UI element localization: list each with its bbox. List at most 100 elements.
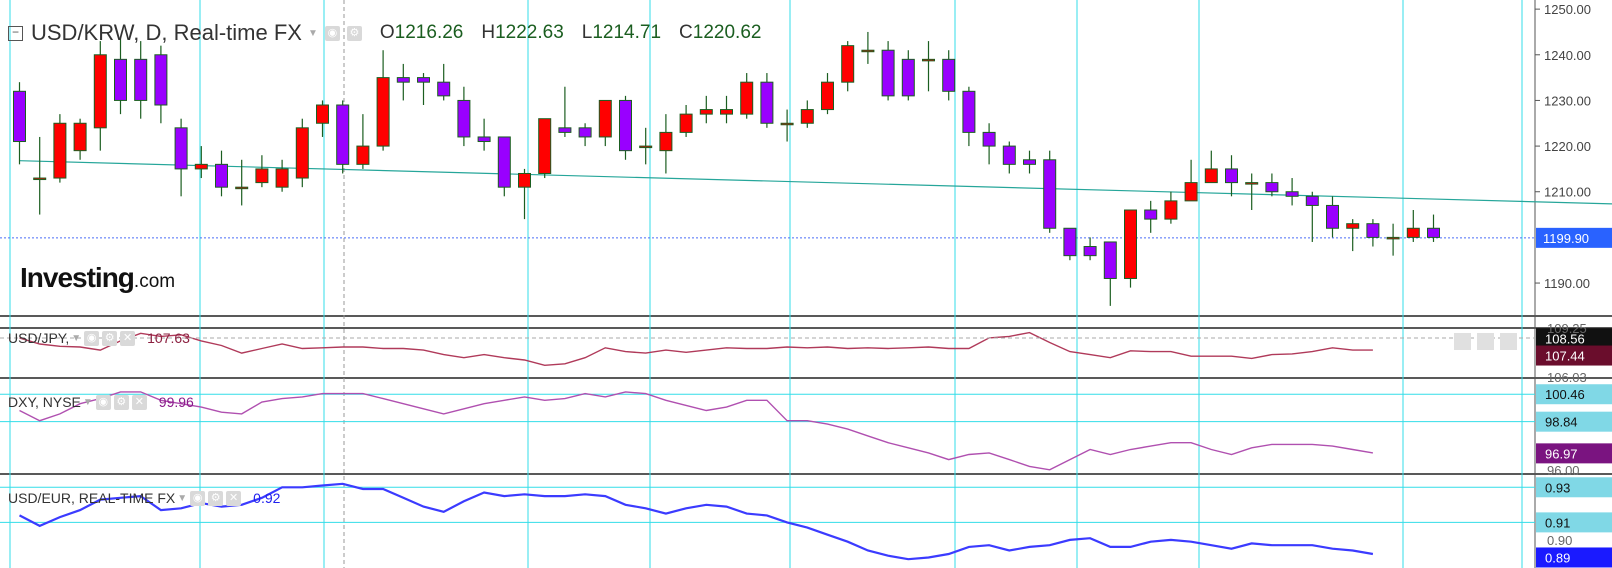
price-tick-label: 1210.00 (1544, 185, 1591, 200)
main-legend: − USD/KRW, D, Real-time FX ▼ ◉ ⚙ O1216.2… (8, 18, 761, 48)
series-line (18, 482, 1374, 561)
candle-body (13, 90, 26, 143)
candle-body (1204, 168, 1218, 184)
ohlc-open: O1216.26 (379, 22, 464, 43)
axis-layer: 1250.00 1240.00 1230.00 1220.00 1210.00 1190.… (1535, 2, 1612, 568)
gear-icon[interactable]: ⚙ (113, 394, 129, 410)
value-tick-label: 109.25 (1547, 321, 1587, 336)
ohlc-high: H1222.63 (481, 22, 564, 43)
candle-body (760, 81, 774, 124)
candle-body (1083, 246, 1097, 257)
candle-body (578, 127, 592, 138)
candle-body (1023, 159, 1036, 165)
chevron-down-icon[interactable]: ▼ (307, 27, 318, 39)
eye-icon[interactable]: ◉ (190, 490, 206, 506)
candle-body (1144, 209, 1158, 220)
candle-body (1103, 241, 1117, 279)
candle-body (396, 77, 410, 83)
eye-icon[interactable]: ◉ (95, 394, 111, 410)
value-tag (1536, 345, 1612, 366)
eye-icon[interactable]: ◉ (324, 25, 340, 41)
candle-body (174, 127, 188, 170)
candle-body (1326, 204, 1339, 229)
collapse-icon[interactable]: − (8, 25, 23, 41)
trend-layer (0, 160, 1612, 239)
last-price-tag (1536, 227, 1612, 248)
candle-body (1043, 159, 1057, 229)
main-symbol[interactable]: USD/KRW, D, Real-time FX (31, 20, 302, 45)
value-tag (1536, 384, 1612, 405)
candle-body (1245, 182, 1259, 185)
candle-body (881, 49, 895, 97)
candle-body (901, 58, 915, 97)
value-tick-label: 0.90 (1547, 533, 1572, 548)
eye-icon[interactable]: ◉ (84, 330, 100, 346)
candle-body (982, 131, 996, 147)
candle-body (457, 99, 471, 138)
candle-body (336, 104, 350, 165)
sub-layer (0, 331, 1535, 561)
dxy-title[interactable]: DXY, NYSE (8, 394, 81, 410)
candle-body (295, 127, 309, 179)
candle-body (437, 81, 451, 97)
candle-body (114, 58, 127, 101)
close-icon[interactable]: ✕ (120, 330, 136, 346)
ohlc-close: C1220.62 (679, 22, 762, 43)
value-tag-label: 100.46 (1545, 387, 1585, 402)
value-tag-label: 98.84 (1545, 415, 1578, 430)
candle-body (538, 118, 552, 174)
dxy-legend: DXY, NYSE ▼ ◉ ⚙ ✕ 99.96 (8, 394, 194, 410)
chevron-down-icon[interactable]: ▼ (71, 332, 82, 344)
gear-icon[interactable]: ⚙ (346, 25, 362, 41)
candle-body (134, 58, 148, 101)
candle-body (316, 104, 329, 124)
value-tag-label: 108.56 (1545, 332, 1585, 347)
candle-body (376, 77, 390, 147)
candle-body (1184, 182, 1198, 202)
value-tag-label: 0.89 (1545, 550, 1570, 565)
candle-body (1164, 200, 1178, 220)
close-icon[interactable]: ✕ (226, 490, 242, 506)
eur-title[interactable]: USD/EUR, REAL-TIME FX (8, 490, 176, 506)
candle-body (780, 122, 794, 126)
value-tag (1536, 477, 1612, 498)
candle-body (598, 99, 612, 138)
pane-control-button (1454, 333, 1471, 350)
jpy-legend: USD/JPY, ▼ ◉ ⚙ ✕ 107.63 (8, 330, 190, 346)
price-tick-label: 1250.00 (1544, 2, 1591, 17)
candle-body (558, 127, 572, 133)
candle-body (154, 54, 168, 106)
candle-body (922, 58, 935, 62)
gear-icon[interactable]: ⚙ (102, 330, 118, 346)
series-line (19, 391, 1374, 471)
candle-body (821, 81, 834, 111)
ohlc-low: L1214.71 (581, 22, 662, 43)
candle-body (255, 168, 269, 184)
eur-legend: USD/EUR, REAL-TIME FX ▼ ◉ ⚙ ✕ 0.92 (8, 490, 280, 506)
dxy-value: 99.96 (158, 394, 194, 410)
candle-body (93, 54, 107, 129)
gear-icon[interactable]: ⚙ (208, 490, 224, 506)
close-icon[interactable]: ✕ (131, 394, 147, 410)
candle-body (275, 168, 289, 188)
candle-body (1265, 182, 1279, 193)
candle-body (800, 109, 814, 124)
pane-control-button (1477, 333, 1494, 350)
price-tick-label: 1220.00 (1544, 139, 1591, 154)
chevron-down-icon[interactable]: ▼ (82, 396, 93, 408)
candle-body (33, 177, 47, 181)
candle-body (679, 113, 693, 133)
jpy-value: 107.63 (147, 330, 190, 346)
jpy-title[interactable]: USD/JPY, (8, 330, 70, 346)
value-tag (1536, 328, 1612, 349)
value-tag (1536, 547, 1612, 568)
value-tick-label: 96.00 (1547, 463, 1580, 478)
candle-body (1063, 227, 1077, 257)
candle-body (1305, 195, 1319, 206)
chevron-down-icon[interactable]: ▼ (177, 492, 188, 504)
candle-body (659, 131, 673, 152)
value-tag-label: 96.97 (1545, 446, 1578, 461)
candle-body (740, 81, 754, 115)
series-line (19, 331, 1373, 367)
candle-body (861, 49, 875, 53)
